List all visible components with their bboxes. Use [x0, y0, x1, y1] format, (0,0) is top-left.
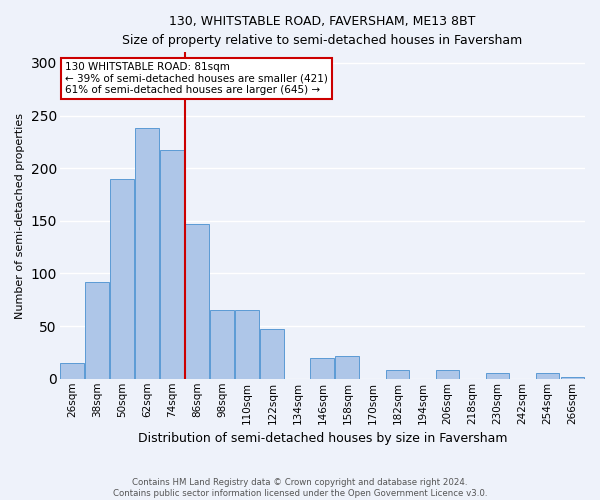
- Bar: [560, 376, 584, 379]
- Bar: [436, 370, 460, 379]
- Bar: [185, 224, 209, 379]
- Title: 130, WHITSTABLE ROAD, FAVERSHAM, ME13 8BT
Size of property relative to semi-deta: 130, WHITSTABLE ROAD, FAVERSHAM, ME13 8B…: [122, 15, 523, 47]
- Bar: [335, 356, 359, 379]
- Bar: [85, 282, 109, 379]
- Bar: [110, 178, 134, 379]
- Bar: [160, 150, 184, 379]
- Bar: [310, 358, 334, 379]
- Bar: [61, 363, 84, 379]
- Bar: [235, 310, 259, 379]
- Bar: [536, 374, 559, 379]
- Bar: [485, 374, 509, 379]
- Bar: [211, 310, 234, 379]
- X-axis label: Distribution of semi-detached houses by size in Faversham: Distribution of semi-detached houses by …: [137, 432, 507, 445]
- Bar: [386, 370, 409, 379]
- Bar: [136, 128, 159, 379]
- Y-axis label: Number of semi-detached properties: Number of semi-detached properties: [15, 112, 25, 318]
- Bar: [260, 330, 284, 379]
- Text: 130 WHITSTABLE ROAD: 81sqm
← 39% of semi-detached houses are smaller (421)
61% o: 130 WHITSTABLE ROAD: 81sqm ← 39% of semi…: [65, 62, 328, 96]
- Text: Contains HM Land Registry data © Crown copyright and database right 2024.
Contai: Contains HM Land Registry data © Crown c…: [113, 478, 487, 498]
